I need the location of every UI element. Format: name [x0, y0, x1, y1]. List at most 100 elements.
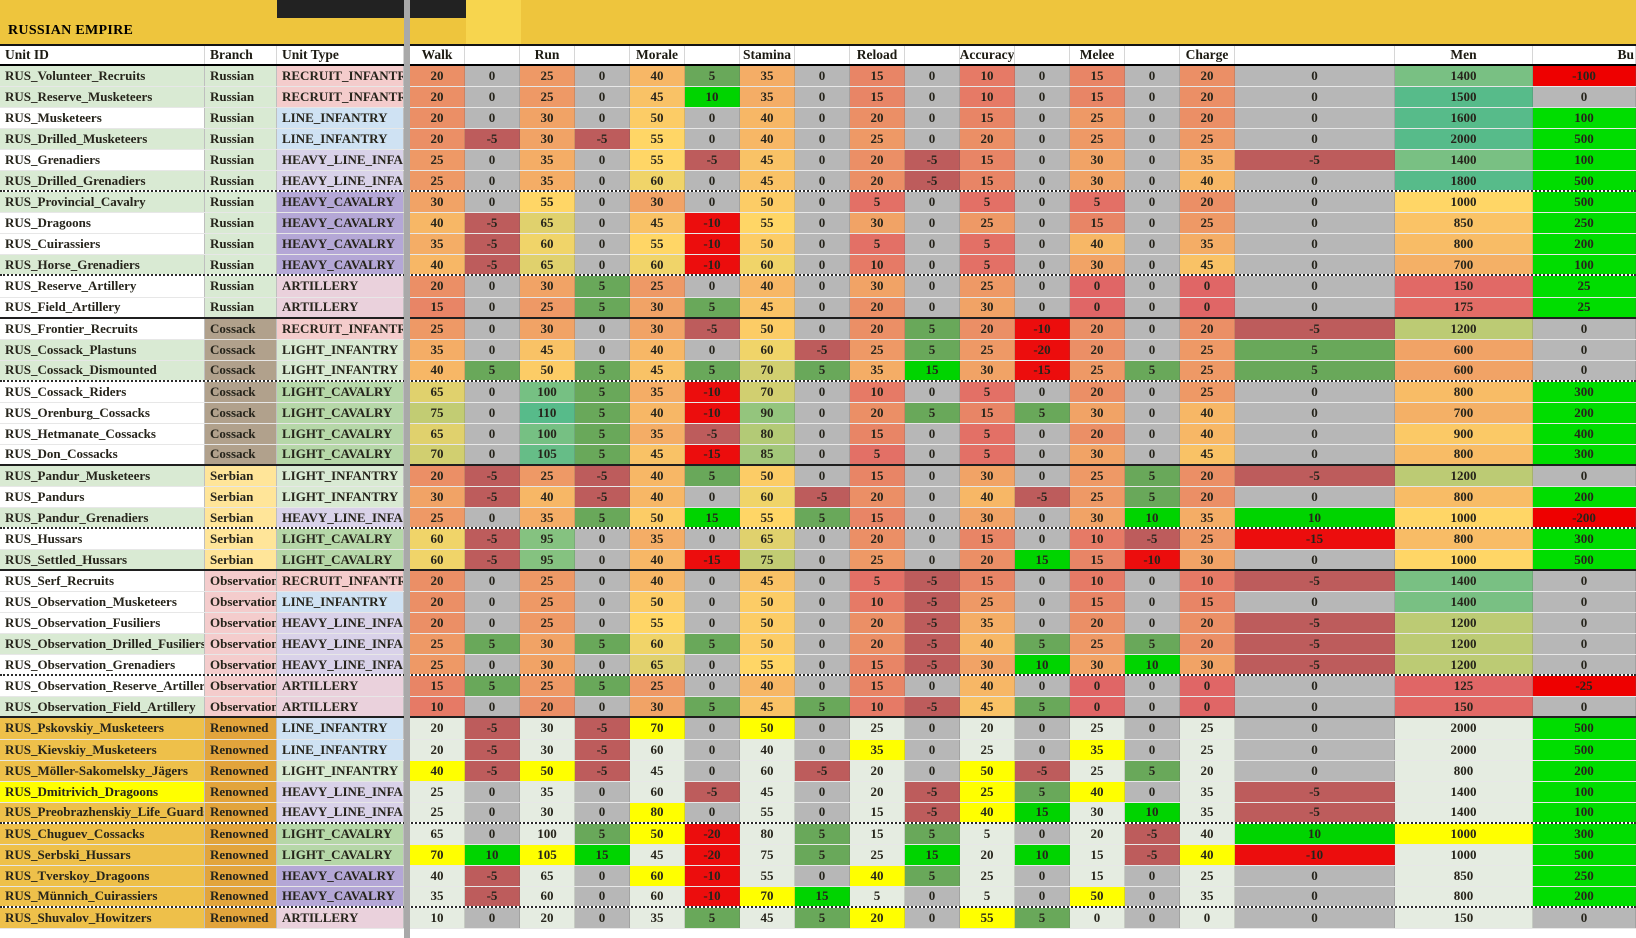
cell-stat-value[interactable]: 30	[520, 802, 575, 822]
cell-stat-value[interactable]: 100	[520, 423, 575, 444]
cell-stat-mod[interactable]: 0	[905, 507, 960, 528]
cell-unit-id[interactable]: RUS_Cossack_Riders	[0, 381, 205, 402]
cell-stat-value[interactable]: 35	[960, 613, 1015, 634]
cell-unit-id[interactable]: RUS_Observation_Fusiliers	[0, 613, 205, 634]
cell-stat-mod[interactable]: -5	[1125, 844, 1180, 865]
cell-stat-mod[interactable]: 0	[685, 171, 740, 191]
cell-unit-type[interactable]: RECRUIT_INFANTRY	[277, 318, 404, 339]
cell-stat-value[interactable]: 20	[1180, 192, 1235, 213]
cell-stat-mod[interactable]: -5	[905, 655, 960, 675]
cell-unit-type[interactable]: LIGHT_CAVALRY	[277, 550, 404, 570]
cell-stat-mod[interactable]: -15	[685, 444, 740, 464]
cell-stat-value[interactable]: 75	[740, 550, 795, 570]
cell-stat-mod[interactable]: -5	[685, 423, 740, 444]
cell-stat-mod[interactable]: 0	[905, 444, 960, 464]
cell-unit-type[interactable]: LINE_INFANTRY	[277, 592, 404, 613]
cell-stat-mod[interactable]: -5	[465, 465, 520, 486]
cell-stat-mod[interactable]: 0	[1235, 171, 1395, 191]
cell-budget[interactable]: 500	[1533, 171, 1636, 191]
cell-stat-value[interactable]: 15	[960, 529, 1015, 550]
cell-stat-mod[interactable]: -5	[1235, 150, 1395, 171]
cell-stat-mod[interactable]: 0	[905, 529, 960, 550]
cell-branch[interactable]: Russian	[205, 297, 277, 317]
cell-stat-mod[interactable]: 0	[685, 676, 740, 697]
cell-branch[interactable]: Cossack	[205, 381, 277, 402]
cell-unit-id[interactable]: RUS_Pskovskiy_Musketeers	[0, 718, 205, 739]
cell-stat-mod[interactable]: 0	[685, 486, 740, 507]
cell-stat-value[interactable]: 20	[960, 129, 1015, 150]
cell-stat-value[interactable]: 60	[630, 634, 685, 655]
cell-branch[interactable]: Renowned	[205, 823, 277, 844]
cell-unit-type[interactable]: HEAVY_LINE_INFANTRY	[277, 150, 404, 171]
cell-stat-mod[interactable]: 0	[1235, 108, 1395, 129]
cell-stat-value[interactable]: 25	[1070, 108, 1125, 129]
cell-stat-value[interactable]: 25	[1180, 339, 1235, 360]
cell-stat-mod[interactable]: -5	[905, 150, 960, 171]
cell-stat-value[interactable]: 25	[410, 781, 465, 802]
cell-stat-mod[interactable]: -10	[685, 886, 740, 906]
cell-stat-value[interactable]: 10	[1070, 529, 1125, 550]
cell-stat-value[interactable]: 40	[630, 66, 685, 87]
cell-stat-value[interactable]: 0	[1180, 697, 1235, 717]
cell-branch[interactable]: Russian	[205, 276, 277, 297]
cell-stat-mod[interactable]: -15	[685, 550, 740, 570]
cell-stat-value[interactable]: 20	[1180, 318, 1235, 339]
cell-stat-mod[interactable]: 0	[1125, 318, 1180, 339]
col-header-men[interactable]: Men	[1395, 46, 1533, 64]
cell-stat-mod[interactable]: 0	[1235, 381, 1395, 402]
cell-stat-value[interactable]: 15	[960, 171, 1015, 191]
cell-men[interactable]: 1000	[1395, 550, 1533, 570]
cell-stat-value[interactable]: 40	[1180, 171, 1235, 191]
cell-stat-value[interactable]: 15	[410, 297, 465, 317]
cell-stat-value[interactable]: 25	[410, 634, 465, 655]
cell-stat-value[interactable]: 40	[630, 486, 685, 507]
cell-unit-id[interactable]: RUS_Observation_Drilled_Fusiliers	[0, 634, 205, 655]
cell-stat-value[interactable]: 15	[850, 507, 905, 528]
cell-stat-mod[interactable]: 0	[1235, 297, 1395, 317]
cell-stat-mod[interactable]: 5	[905, 823, 960, 844]
cell-men[interactable]: 1600	[1395, 108, 1533, 129]
cell-stat-mod[interactable]: 10	[1235, 823, 1395, 844]
cell-stat-mod[interactable]: 5	[575, 297, 630, 317]
cell-stat-mod[interactable]: 0	[1235, 66, 1395, 87]
cell-stat-mod[interactable]: 0	[1235, 676, 1395, 697]
cell-unit-id[interactable]: RUS_Field_Artillery	[0, 297, 205, 317]
cell-budget[interactable]: 0	[1533, 87, 1636, 108]
cell-stat-mod[interactable]: 5	[685, 697, 740, 717]
cell-stat-mod[interactable]: 0	[465, 571, 520, 592]
cell-stat-mod[interactable]: 0	[795, 655, 850, 675]
cell-stat-mod[interactable]: 0	[795, 402, 850, 423]
cell-unit-id[interactable]: RUS_Shuvalov_Howitzers	[0, 907, 205, 928]
cell-stat-mod[interactable]: 0	[905, 718, 960, 739]
cell-stat-mod[interactable]: 0	[575, 550, 630, 570]
cell-stat-value[interactable]: 20	[1180, 108, 1235, 129]
cell-branch[interactable]: Renowned	[205, 844, 277, 865]
cell-stat-value[interactable]: 25	[1070, 360, 1125, 380]
cell-budget[interactable]: 0	[1533, 339, 1636, 360]
cell-stat-mod[interactable]: 0	[795, 129, 850, 150]
cell-stat-value[interactable]: 45	[520, 339, 575, 360]
cell-men[interactable]: 150	[1395, 276, 1533, 297]
cell-stat-mod[interactable]: 0	[1125, 423, 1180, 444]
cell-stat-mod[interactable]: 0	[685, 613, 740, 634]
cell-budget[interactable]: 100	[1533, 255, 1636, 275]
cell-stat-value[interactable]: 25	[520, 465, 575, 486]
cell-stat-value[interactable]: 20	[520, 697, 575, 717]
cell-stat-mod[interactable]: -5	[795, 486, 850, 507]
cell-stat-value[interactable]: 20	[850, 781, 905, 802]
cell-budget[interactable]: -25	[1533, 676, 1636, 697]
cell-stat-value[interactable]: 25	[1180, 381, 1235, 402]
col-header-blank[interactable]	[685, 46, 740, 64]
cell-stat-mod[interactable]: 0	[1125, 676, 1180, 697]
col-header-melee[interactable]: Melee	[1070, 46, 1125, 64]
cell-stat-value[interactable]: 5	[960, 444, 1015, 464]
cell-stat-mod[interactable]: 0	[575, 150, 630, 171]
cell-stat-mod[interactable]: 0	[905, 886, 960, 906]
cell-stat-mod[interactable]: 0	[905, 276, 960, 297]
cell-stat-value[interactable]: 30	[520, 655, 575, 675]
cell-stat-mod[interactable]: 5	[465, 360, 520, 380]
cell-stat-value[interactable]: 30	[520, 276, 575, 297]
cell-stat-mod[interactable]: 0	[795, 718, 850, 739]
cell-stat-value[interactable]: 20	[850, 907, 905, 928]
cell-men[interactable]: 1200	[1395, 634, 1533, 655]
